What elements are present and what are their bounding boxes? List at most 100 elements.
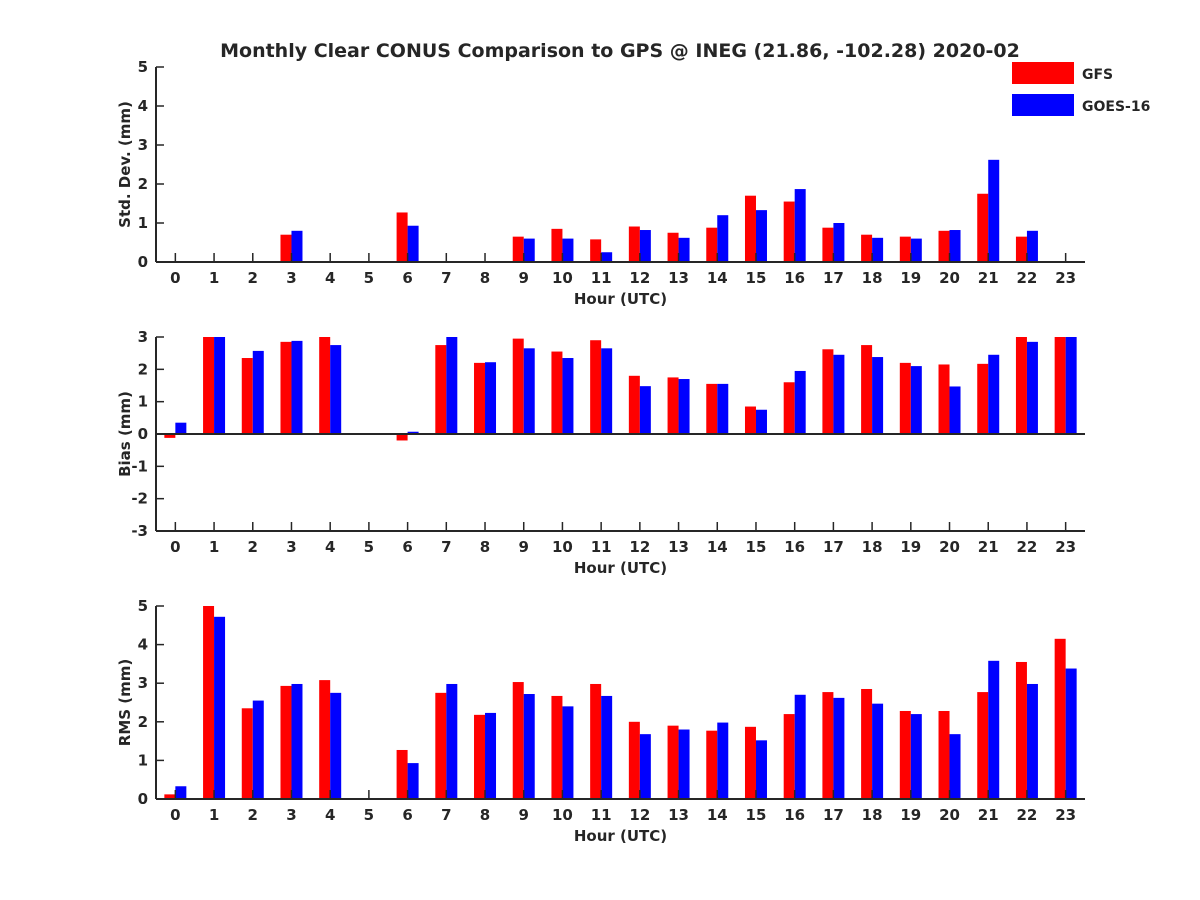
x-tick-label: 13 <box>668 269 689 287</box>
bar-gfs-hour-12 <box>628 375 640 434</box>
bar-goes16-hour-17 <box>833 697 845 799</box>
bar-gfs-hour-17 <box>822 227 834 262</box>
bar-goes16-hour-11 <box>601 348 613 434</box>
bar-gfs-hour-22 <box>1015 236 1027 262</box>
x-tick-label: 8 <box>480 269 490 287</box>
x-tick-label: 3 <box>286 538 296 556</box>
bar-goes16-hour-10 <box>562 358 574 434</box>
bar-gfs-hour-13 <box>667 377 679 434</box>
bar-gfs-hour-23 <box>1054 638 1066 799</box>
bar-gfs-hour-4 <box>319 680 331 799</box>
bar-goes16-hour-12 <box>639 230 651 262</box>
bar-gfs-hour-8 <box>474 714 486 799</box>
x-tick-label: 1 <box>209 269 219 287</box>
x-tick-label: 18 <box>862 538 883 556</box>
x-tick-label: 22 <box>1017 806 1038 824</box>
bar-goes16-hour-18 <box>872 703 884 799</box>
x-tick-label: 12 <box>629 269 650 287</box>
bar-gfs-hour-22 <box>1015 337 1027 434</box>
x-tick-label: 8 <box>480 806 490 824</box>
bar-goes16-hour-9 <box>523 348 535 434</box>
x-tick-label: 23 <box>1055 538 1076 556</box>
x-tick-label: 10 <box>552 538 573 556</box>
bar-gfs-hour-10 <box>551 228 563 262</box>
x-tick-label: 4 <box>325 806 335 824</box>
y-tick-label: 1 <box>138 393 148 411</box>
legend-label-goes16: GOES-16 <box>1082 99 1150 115</box>
bar-gfs-hour-21 <box>977 692 989 799</box>
x-tick-label: 8 <box>480 538 490 556</box>
x-tick-label: 15 <box>746 806 767 824</box>
y-tick-label: -2 <box>131 490 148 508</box>
x-tick-label: 12 <box>629 538 650 556</box>
bar-gfs-hour-4 <box>319 337 331 434</box>
bar-gfs-hour-3 <box>280 234 292 262</box>
bar-goes16-hour-10 <box>562 706 574 799</box>
bar-goes16-hour-17 <box>833 223 845 262</box>
bar-goes16-hour-1 <box>214 337 226 434</box>
x-tick-label: 4 <box>325 269 335 287</box>
x-tick-label: 2 <box>248 806 258 824</box>
bar-goes16-hour-12 <box>639 734 651 799</box>
bar-gfs-hour-18 <box>861 345 873 434</box>
bar-goes16-hour-8 <box>485 362 497 434</box>
bar-goes16-hour-15 <box>755 740 767 799</box>
x-tick-label: 4 <box>325 538 335 556</box>
bar-goes16-hour-21 <box>988 354 1000 434</box>
x-tick-label: 16 <box>784 806 805 824</box>
x-tick-label: 5 <box>364 538 374 556</box>
bar-goes16-hour-23 <box>1065 668 1077 799</box>
bar-goes16-hour-10 <box>562 238 574 262</box>
bar-gfs-hour-11 <box>590 340 602 434</box>
bar-goes16-hour-21 <box>988 660 1000 799</box>
bar-gfs-hour-3 <box>280 341 292 434</box>
bar-gfs-hour-22 <box>1015 661 1027 799</box>
x-tick-label: 17 <box>823 269 844 287</box>
bar-gfs-hour-21 <box>977 193 989 262</box>
x-tick-label: 7 <box>441 269 451 287</box>
legend-label-gfs: GFS <box>1082 67 1113 83</box>
x-tick-label: 21 <box>978 538 999 556</box>
x-tick-label: 19 <box>900 806 921 824</box>
bar-goes16-hour-22 <box>1026 230 1038 262</box>
bar-gfs-hour-20 <box>938 364 950 434</box>
bar-gfs-hour-1 <box>203 606 215 799</box>
x-tick-label: 9 <box>519 538 529 556</box>
bar-goes16-hour-6 <box>407 763 419 799</box>
bar-goes16-hour-23 <box>1065 337 1077 434</box>
bar-gfs-hour-9 <box>512 682 524 799</box>
bar-gfs-hour-13 <box>667 232 679 262</box>
bar-goes16-hour-3 <box>291 683 303 799</box>
x-tick-label: 21 <box>978 269 999 287</box>
bar-gfs-hour-2 <box>241 708 253 799</box>
y-axis-label: RMS (mm) <box>116 659 134 746</box>
bar-goes16-hour-22 <box>1026 341 1038 434</box>
y-tick-label: 1 <box>138 751 148 769</box>
bar-goes16-hour-0 <box>175 786 187 799</box>
x-tick-label: 11 <box>591 269 612 287</box>
bar-goes16-hour-21 <box>988 159 1000 262</box>
bar-gfs-hour-23 <box>1054 337 1066 434</box>
bar-gfs-hour-21 <box>977 363 989 434</box>
bar-gfs-hour-0 <box>164 434 176 438</box>
bar-goes16-hour-9 <box>523 694 535 799</box>
bar-goes16-hour-12 <box>639 386 651 434</box>
y-tick-label: 0 <box>138 253 148 271</box>
bar-gfs-hour-3 <box>280 685 292 799</box>
bar-gfs-hour-6 <box>396 212 408 262</box>
bar-gfs-hour-14 <box>706 383 718 434</box>
x-tick-label: 9 <box>519 269 529 287</box>
bar-gfs-hour-17 <box>822 692 834 799</box>
x-tick-label: 23 <box>1055 269 1076 287</box>
bar-gfs-hour-18 <box>861 234 873 262</box>
x-tick-label: 16 <box>784 269 805 287</box>
y-axis-label: Std. Dev. (mm) <box>116 101 134 228</box>
x-tick-label: 14 <box>707 538 728 556</box>
x-tick-label: 22 <box>1017 269 1038 287</box>
x-tick-label: 23 <box>1055 806 1076 824</box>
y-axis-label: Bias (mm) <box>116 391 134 477</box>
bar-gfs-hour-10 <box>551 695 563 799</box>
bar-goes16-hour-19 <box>910 366 922 434</box>
